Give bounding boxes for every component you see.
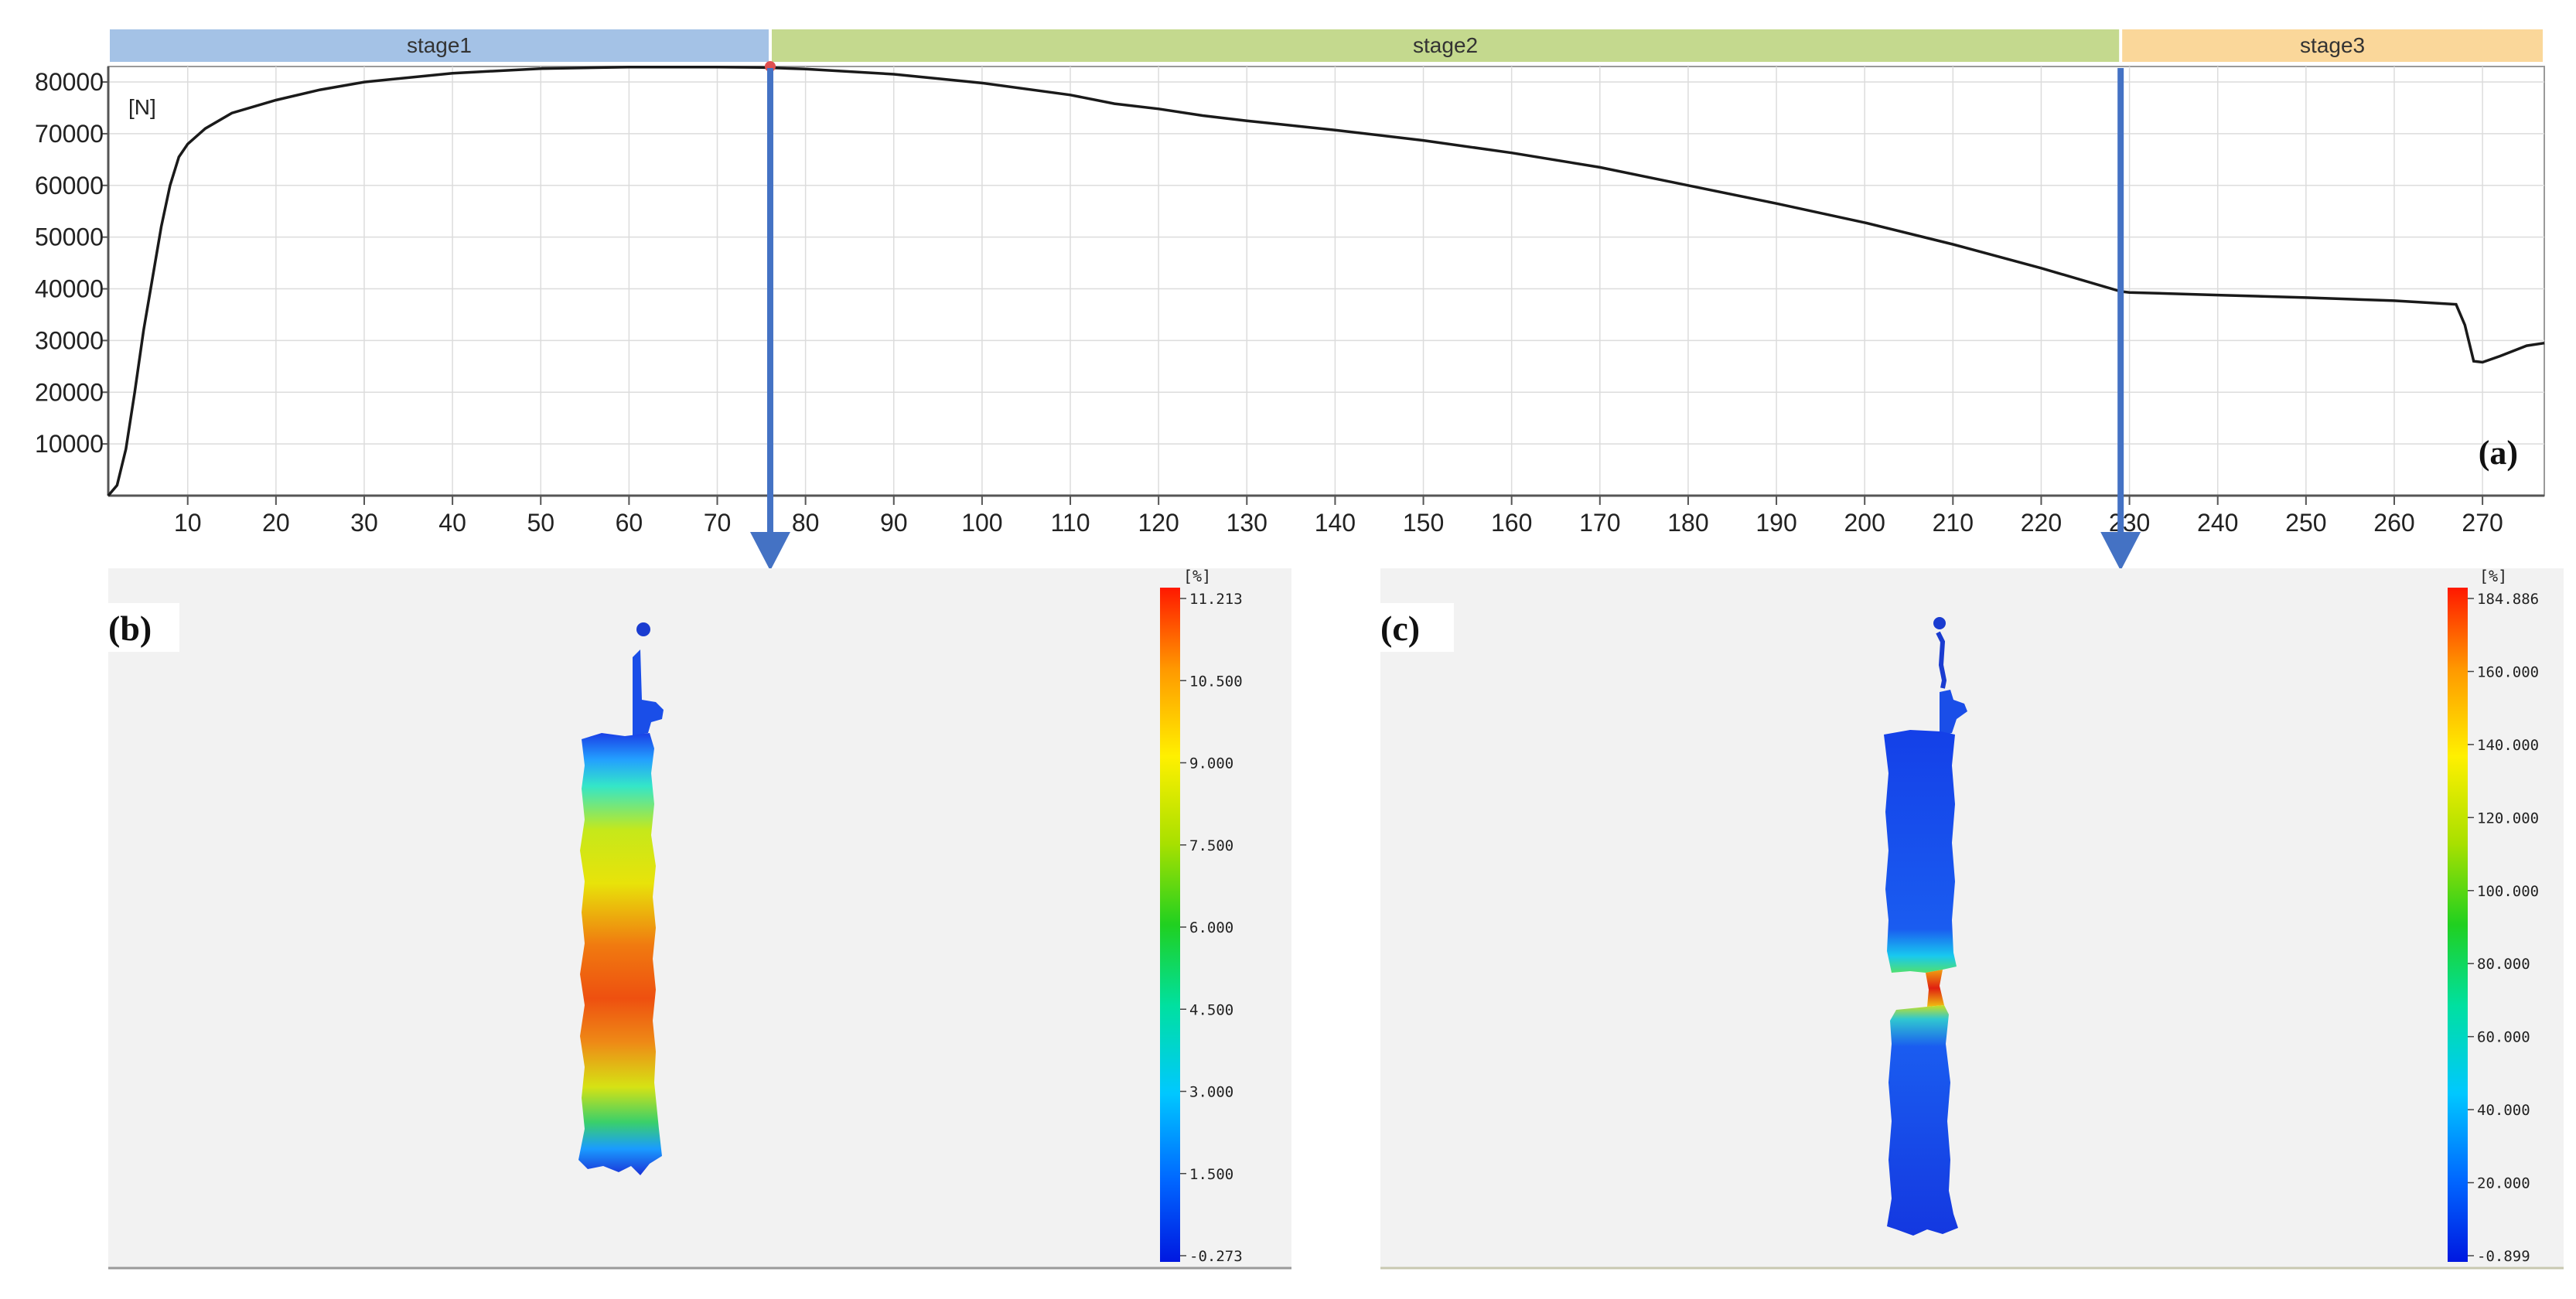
x-tick-label: 180 (1667, 509, 1708, 537)
panel-c-strain-map: (c) [%] 184.886 160.000 140.000 120.000 100.… (1380, 567, 2564, 1270)
colorbar-tick-label: 11.213 (1189, 591, 1243, 608)
x-tick-label: 130 (1227, 509, 1268, 537)
colorbar-tick-label: 120.000 (2477, 810, 2539, 827)
colorbar-tick-label: 3.000 (1189, 1084, 1233, 1101)
panel-label-a: (a) (2479, 434, 2518, 472)
stage-arrows (749, 68, 2141, 571)
x-tick-label: 20 (262, 509, 290, 537)
panel-label-c: (c) (1380, 609, 1420, 648)
colorbar-tick-label: 20.000 (2477, 1175, 2530, 1192)
x-tick-label: 80 (792, 509, 820, 537)
plot-area: 10 20 30 40 50 60 70 80 90 100 110 120 130 140 150 160 1… (35, 61, 2545, 537)
x-tick-label: 110 (1051, 509, 1090, 537)
y-tick-label: 40000 (35, 275, 104, 303)
colorbar-tick-label: 160.000 (2477, 663, 2539, 680)
colorbar-tick-label: 140.000 (2477, 737, 2539, 754)
x-tick-label: 210 (1933, 509, 1974, 537)
stage-band-1 (110, 29, 769, 62)
colorbar-tick-label: 10.500 (1189, 673, 1243, 690)
x-tick-label: 260 (2373, 509, 2414, 537)
stage-bar: stage1 stage2 stage3 (110, 29, 2543, 62)
x-tick-label: 160 (1491, 509, 1532, 537)
y-tick-label: 50000 (35, 223, 104, 251)
x-tick-label: 90 (880, 509, 908, 537)
y-tick-label: 60000 (35, 172, 104, 199)
x-tick-label: 240 (2197, 509, 2238, 537)
stage-band-3 (2122, 29, 2543, 62)
colorbar-tick-label: 9.000 (1189, 755, 1233, 772)
stage-band-2 (771, 29, 2120, 62)
colorbar-tick-label: 7.500 (1189, 837, 1233, 854)
colorbar-tick-label: 4.500 (1189, 1001, 1233, 1018)
x-tick-label: 100 (961, 509, 1002, 537)
x-tick-label: 190 (1755, 509, 1796, 537)
x-tick-label: 50 (527, 509, 554, 537)
colorbar-b-unit: [%] (1183, 567, 1211, 585)
x-tick-label: 170 (1579, 509, 1620, 537)
colorbar-tick-label: -0.273 (1189, 1248, 1243, 1265)
arrow-head-c (2100, 532, 2141, 571)
x-tick-label: 140 (1315, 509, 1356, 537)
colorbar-tick-label: 6.000 (1189, 919, 1233, 936)
stage-label-2: stage2 (1413, 33, 1478, 57)
force-curve (107, 65, 2545, 497)
x-tick-label: 220 (2021, 509, 2062, 537)
colorbar-tick-label: 100.000 (2477, 883, 2539, 900)
panel-label-b: (b) (108, 609, 152, 648)
y-tick-label: 80000 (35, 68, 104, 96)
colorbar-tick-label: -0.899 (2477, 1248, 2530, 1265)
x-tick-label: 40 (438, 509, 466, 537)
panel-b-strain-map: (b) [%] 11.213 10.500 9.000 7.500 6.000 4.500… (108, 567, 1291, 1270)
y-tick-label: 70000 (35, 120, 104, 148)
y-tick-label: 10000 (35, 430, 104, 458)
colorbar-tick-label: 40.000 (2477, 1102, 2530, 1119)
arrow-head-b (749, 532, 790, 571)
colorbar-c-unit: [%] (2479, 567, 2507, 585)
x-tick-label: 150 (1403, 509, 1444, 537)
x-tick-label: 200 (1844, 509, 1885, 537)
specimen-b (578, 622, 664, 1175)
y-tick-label: 20000 (35, 378, 104, 406)
x-tick-label: 250 (2285, 509, 2326, 537)
colorbar-tick-label: 1.500 (1189, 1166, 1233, 1183)
stage-label-1: stage1 (407, 33, 472, 57)
y-axis-unit-label: [N] (128, 95, 156, 119)
colorbar-b: [%] 11.213 10.500 9.000 7.500 6.000 4.500 3.00… (1160, 567, 1243, 1265)
specimen-c (1884, 617, 1967, 1236)
x-tick-label: 120 (1138, 509, 1179, 537)
stage-label-3: stage3 (2300, 33, 2365, 57)
x-tick-label: 270 (2462, 509, 2503, 537)
y-tick-label: 30000 (35, 326, 104, 354)
colorbar-tick-label: 60.000 (2477, 1029, 2530, 1046)
colorbar-tick-label: 80.000 (2477, 956, 2530, 973)
x-tick-label: 30 (350, 509, 378, 537)
x-tick-label: 60 (616, 509, 643, 537)
x-tick-label: 10 (174, 509, 202, 537)
x-tick-label: 70 (704, 509, 732, 537)
colorbar-c: [%] 184.886 160.000 140.000 120.000 100.000 8… (2448, 567, 2539, 1265)
colorbar-tick-label: 184.886 (2477, 591, 2539, 608)
